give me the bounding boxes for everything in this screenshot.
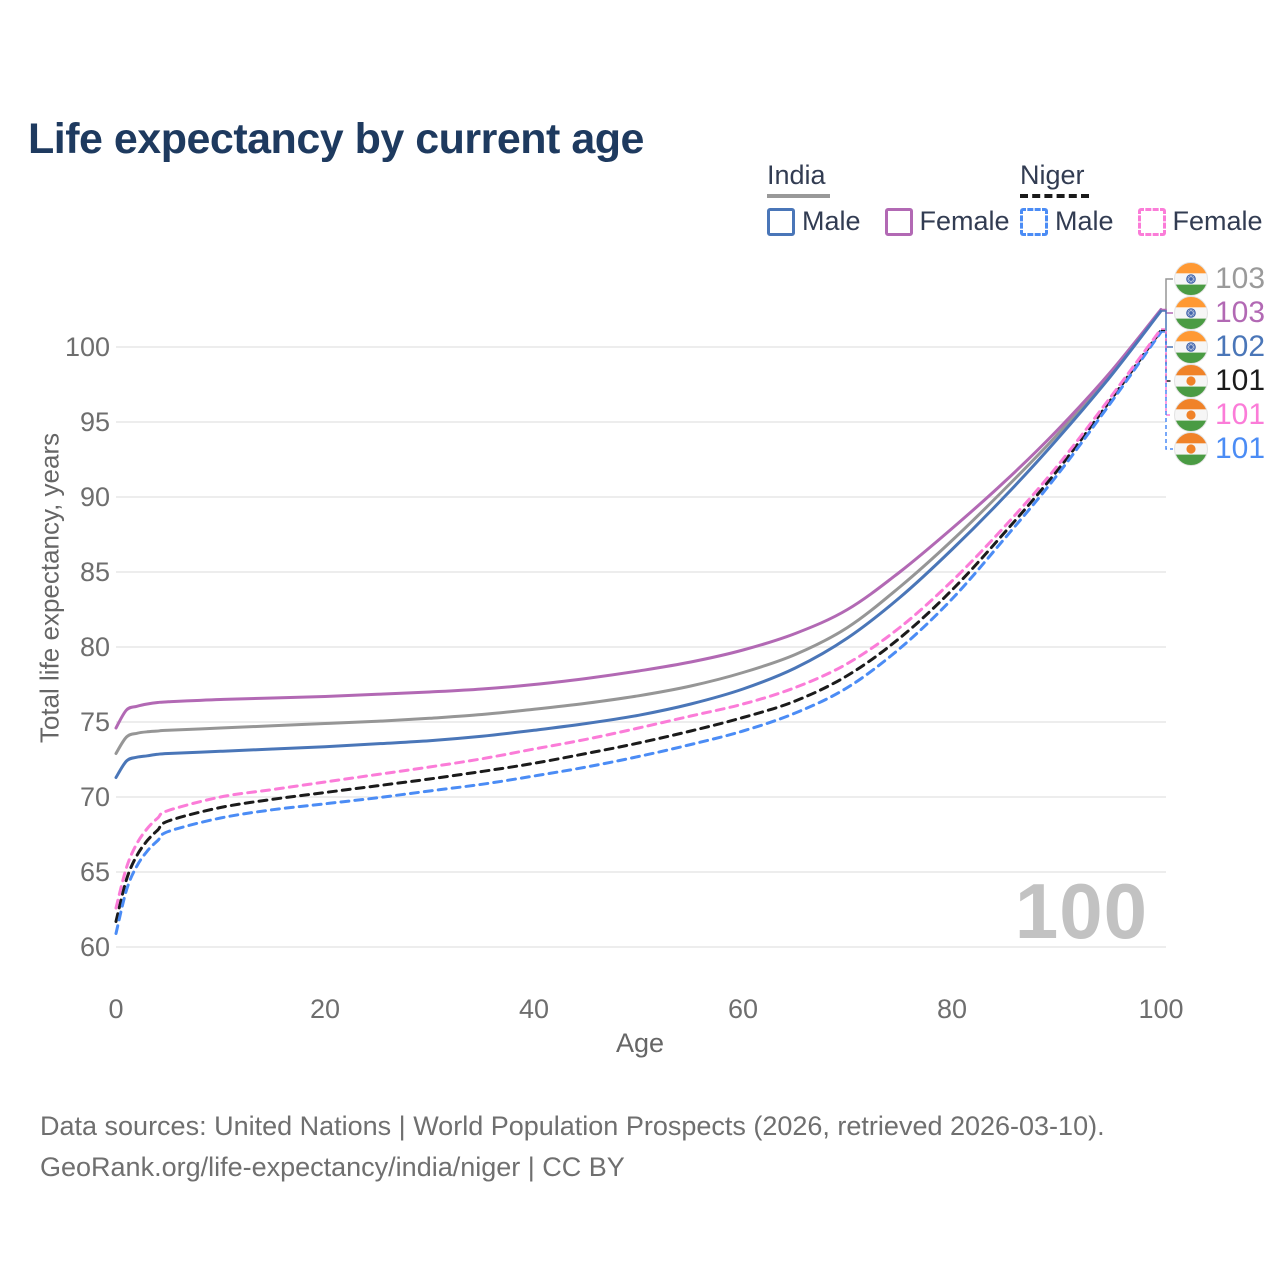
end-label-row: 103	[1174, 262, 1265, 296]
x-tick-label: 80	[937, 994, 967, 1024]
footer: Data sources: United Nations | World Pop…	[40, 1106, 1105, 1188]
y-tick-label: 80	[80, 632, 110, 662]
y-tick-label: 100	[65, 332, 110, 362]
end-label-connector-india-male	[1161, 310, 1173, 348]
end-label-connector-niger-male	[1161, 331, 1173, 450]
series-line-india-both[interactable]	[114, 308, 1163, 755]
end-label-value: 101	[1215, 432, 1266, 465]
y-tick-label: 65	[80, 857, 110, 887]
x-tick-label: 20	[310, 994, 340, 1024]
current-age-watermark: 100	[1014, 867, 1148, 955]
series-line-niger-both[interactable]	[114, 329, 1163, 923]
india-flag-icon	[1174, 330, 1208, 364]
x-tick-label: 40	[519, 994, 549, 1024]
india-flag-icon	[1174, 262, 1208, 296]
x-tick-label: 60	[728, 994, 758, 1024]
x-tick-label: 0	[108, 994, 123, 1024]
niger-flag-icon	[1174, 432, 1208, 466]
end-label-row: 102	[1174, 330, 1265, 364]
legend-checkbox-icon	[767, 207, 795, 236]
legend-items-niger: Male Female	[1020, 206, 1263, 237]
end-label-value: 101	[1215, 398, 1266, 431]
y-tick-label: 85	[80, 557, 110, 587]
chart-plot[interactable]: 60 65 70 75 80 85 90 95 100 0 20 40 60 80 100	[0, 0, 1280, 1060]
end-label-row: 101	[1174, 432, 1265, 466]
footer-data-sources: Data sources: United Nations | World Pop…	[40, 1111, 1105, 1141]
y-tick-label: 75	[80, 707, 110, 737]
legend-checkbox-icon	[1137, 207, 1166, 236]
end-label-value: 101	[1215, 364, 1266, 397]
legend-group-niger: Niger Male Female	[1020, 160, 1263, 237]
y-axis-label: Total life expectancy, years	[34, 432, 65, 744]
series-line-niger-female[interactable]	[114, 327, 1163, 910]
legend-group-india: India Male Female	[767, 160, 1010, 237]
india-flag-icon	[1174, 296, 1208, 330]
legend-item-label: Male	[1055, 206, 1114, 236]
legend-toggle-niger-male[interactable]: Male	[1020, 206, 1114, 237]
end-label-row: 101	[1174, 398, 1265, 432]
y-tick-label: 95	[80, 407, 110, 437]
y-tick-label: 70	[80, 782, 110, 812]
end-label-row: 103	[1174, 296, 1265, 330]
legend-toggle-india-female[interactable]: Female	[884, 206, 1010, 237]
y-tick-label: 90	[80, 482, 110, 512]
legend-checkbox-icon	[884, 207, 913, 236]
legend-item-label: Female	[919, 206, 1010, 236]
legend-item-label: Male	[802, 206, 861, 236]
legend-items-india: Male Female	[767, 206, 1010, 237]
niger-flag-icon	[1174, 364, 1208, 398]
series-line-niger-male[interactable]	[114, 330, 1163, 935]
end-label-connector-niger-female	[1161, 328, 1173, 416]
x-tick-label: 100	[1138, 994, 1183, 1024]
legend-toggle-niger-female[interactable]: Female	[1137, 206, 1263, 237]
legend-checkbox-icon	[1020, 207, 1048, 236]
end-label-value: 102	[1215, 330, 1266, 363]
legend-heading-india: India	[767, 160, 830, 198]
page-title: Life expectancy by current age	[28, 114, 644, 163]
legend-item-label: Female	[1172, 206, 1263, 236]
legend-toggle-india-male[interactable]: Male	[767, 206, 861, 237]
end-label-value: 103	[1215, 296, 1266, 329]
x-axis-label: Age	[615, 1028, 665, 1058]
series-line-india-male[interactable]	[114, 309, 1163, 779]
legend-heading-niger: Niger	[1020, 160, 1089, 198]
niger-flag-icon	[1174, 398, 1208, 432]
y-tick-label: 60	[80, 932, 110, 962]
end-label-value: 103	[1215, 262, 1266, 295]
footer-attribution: GeoRank.org/life-expectancy/india/niger …	[40, 1152, 625, 1182]
end-label-connector-niger-both	[1161, 329, 1173, 382]
end-label-connector-india-both	[1161, 278, 1173, 312]
end-label-row: 101	[1174, 364, 1265, 398]
series-line-india-female[interactable]	[114, 308, 1163, 730]
